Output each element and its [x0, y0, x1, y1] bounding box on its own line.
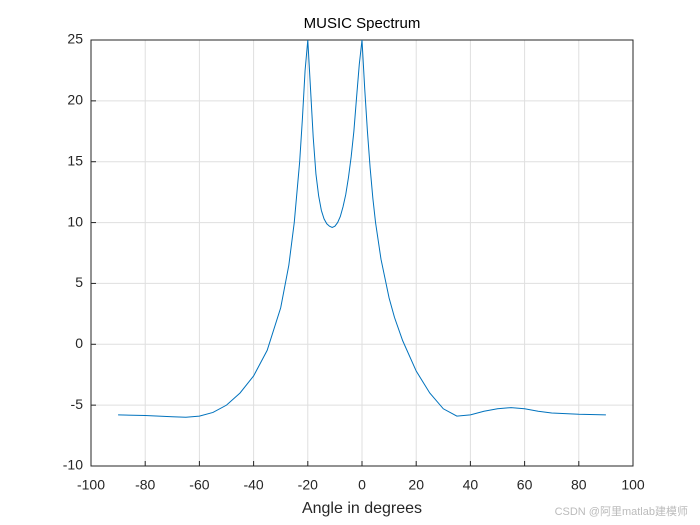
- y-tick-label: 5: [75, 274, 83, 290]
- y-tick-label: 20: [67, 92, 83, 108]
- y-tick-label: -10: [63, 457, 83, 473]
- x-tick-label: 40: [463, 477, 479, 493]
- x-tick-label: 20: [408, 477, 424, 493]
- y-tick-label: 25: [67, 31, 83, 47]
- x-tick-label: -100: [77, 477, 105, 493]
- x-tick-label: -60: [189, 477, 209, 493]
- spectrum-line: [118, 39, 606, 418]
- x-tick-label: -20: [298, 477, 318, 493]
- x-axis-label: Angle in degrees: [302, 500, 422, 517]
- chart-title: MUSIC Spectrum: [304, 15, 421, 32]
- x-tick-label: 0: [358, 477, 366, 493]
- x-tick-label: 100: [621, 477, 645, 493]
- x-tick-label: -80: [135, 477, 155, 493]
- x-tick-label: 60: [517, 477, 533, 493]
- y-tick-label: 0: [75, 335, 83, 351]
- y-tick-label: 10: [67, 213, 83, 229]
- y-tick-label: 15: [67, 152, 83, 168]
- x-tick-label: 80: [571, 477, 587, 493]
- watermark: CSDN @阿里matlab建模师: [555, 504, 688, 518]
- x-tick-label: -40: [243, 477, 263, 493]
- y-tick-label: -5: [71, 396, 84, 412]
